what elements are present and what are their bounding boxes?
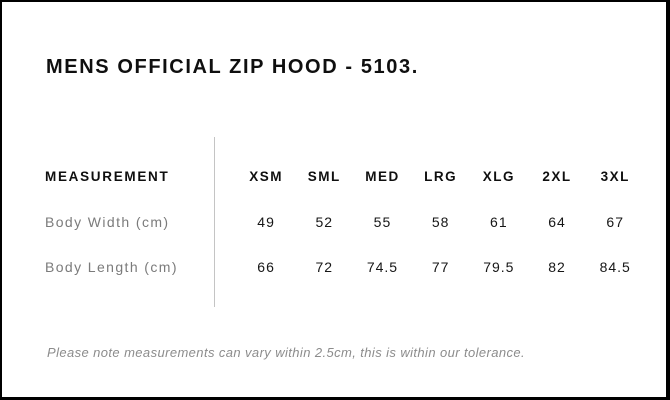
size-header-2xl: 2XL: [542, 169, 572, 184]
body-length-med: 74.5: [366, 258, 399, 275]
body-length-xsm: 66: [257, 258, 275, 275]
size-header-3xl: 3XL: [600, 169, 630, 184]
body-width-2xl: 64: [548, 213, 566, 230]
body-length-xlg: 79.5: [483, 258, 515, 275]
row-label-body-width: Body Width (cm): [45, 213, 170, 230]
size-chart-table: MEASUREMENT XSM SML MED LRG XLG 2XL 3XL …: [45, 154, 644, 289]
size-header-lrg: LRG: [424, 169, 458, 184]
body-width-sml: 52: [315, 213, 334, 230]
body-length-3xl: 84.5: [599, 258, 631, 275]
tolerance-note: Please note measurements can vary within…: [47, 345, 526, 360]
body-width-xsm: 49: [257, 213, 275, 230]
page-title: MENS OFFICIAL ZIP HOOD - 5103.: [46, 56, 419, 78]
body-length-2xl: 82: [548, 258, 566, 275]
body-width-lrg: 58: [431, 213, 450, 230]
size-header-sml: SML: [307, 169, 341, 184]
table-divider: [214, 137, 215, 307]
body-length-sml: 72: [315, 258, 334, 275]
body-width-3xl: 67: [606, 213, 624, 230]
size-header-med: MED: [365, 169, 400, 184]
size-header-xsm: XSM: [249, 169, 283, 184]
body-width-med: 55: [373, 213, 392, 230]
body-length-lrg: 77: [431, 258, 450, 275]
size-header-xlg: XLG: [482, 169, 515, 184]
row-label-body-length: Body Length (cm): [45, 258, 178, 275]
measurement-column-header: MEASUREMENT: [45, 169, 170, 184]
body-width-xlg: 61: [490, 213, 508, 230]
